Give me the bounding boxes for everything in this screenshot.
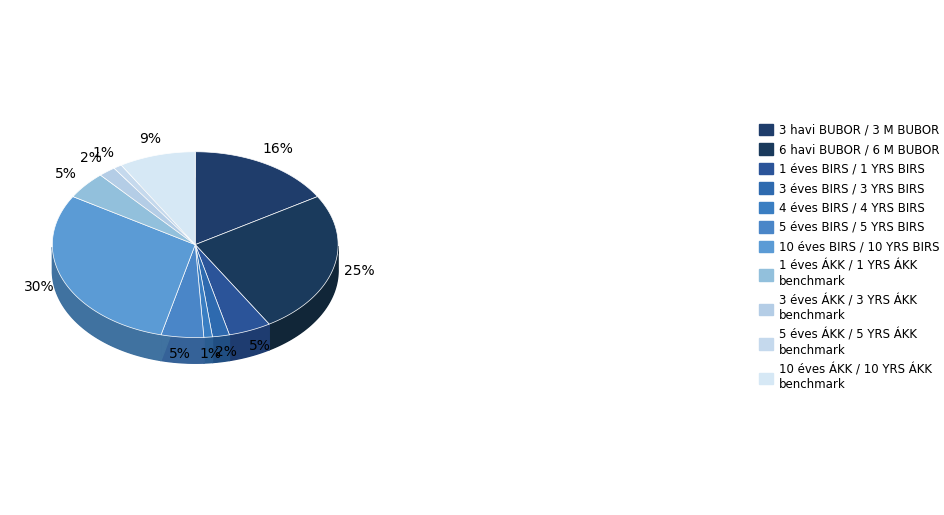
- Polygon shape: [195, 245, 212, 337]
- Polygon shape: [195, 152, 317, 245]
- Polygon shape: [212, 335, 229, 363]
- Polygon shape: [160, 245, 195, 360]
- Polygon shape: [195, 245, 269, 350]
- Polygon shape: [195, 245, 212, 363]
- Polygon shape: [195, 245, 204, 363]
- Polygon shape: [114, 165, 195, 245]
- Polygon shape: [52, 247, 160, 360]
- Text: 16%: 16%: [262, 142, 294, 156]
- Text: 5%: 5%: [248, 339, 270, 353]
- Text: 5%: 5%: [55, 167, 76, 181]
- Polygon shape: [121, 152, 195, 245]
- Text: 1%: 1%: [199, 347, 221, 361]
- Polygon shape: [195, 245, 204, 363]
- Legend: 3 havi BUBOR / 3 M BUBOR, 6 havi BUBOR / 6 M BUBOR, 1 éves BIRS / 1 YRS BIRS, 3 : 3 havi BUBOR / 3 M BUBOR, 6 havi BUBOR /…: [758, 124, 938, 391]
- Polygon shape: [160, 335, 204, 363]
- Text: 2%: 2%: [214, 346, 236, 359]
- Polygon shape: [269, 246, 338, 350]
- Polygon shape: [204, 337, 212, 363]
- Text: 5%: 5%: [169, 347, 191, 361]
- Text: 2%: 2%: [80, 151, 102, 165]
- Text: 25%: 25%: [344, 264, 374, 278]
- Polygon shape: [100, 168, 195, 245]
- Polygon shape: [195, 245, 229, 360]
- Text: 9%: 9%: [139, 132, 160, 146]
- Polygon shape: [195, 245, 269, 350]
- Polygon shape: [73, 175, 195, 245]
- Text: 30%: 30%: [25, 280, 55, 294]
- Polygon shape: [195, 245, 212, 363]
- Polygon shape: [229, 324, 269, 360]
- Polygon shape: [160, 245, 204, 337]
- Polygon shape: [195, 197, 338, 324]
- Polygon shape: [160, 245, 195, 360]
- Text: 1%: 1%: [93, 146, 114, 160]
- Polygon shape: [52, 197, 195, 335]
- Polygon shape: [195, 245, 269, 335]
- Ellipse shape: [52, 178, 338, 363]
- Polygon shape: [195, 245, 229, 360]
- Polygon shape: [195, 245, 229, 337]
